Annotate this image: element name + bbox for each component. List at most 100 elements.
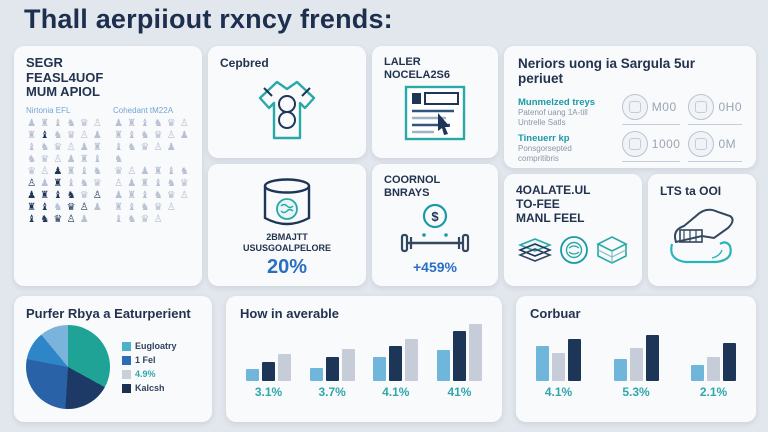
neriors-section-text: Untrelle Satls (518, 118, 566, 127)
toffee-title-line: 4OALATE.UL (516, 183, 591, 197)
card-toffee: 4OALATE.UL TO-FEE MANL FEEL (504, 174, 642, 286)
person-pictogram-icon: ♛ (79, 189, 89, 201)
bars (691, 323, 736, 381)
neriors-section-heading: Tineuerr kp (518, 133, 570, 144)
person-pictogram-icon: ♞ (166, 177, 176, 189)
pie-legend: Eugloatry 1 Fel 4.9% Kalcsh (122, 341, 177, 393)
person-pictogram-icon: ♟ (27, 189, 37, 201)
coornol-title-line: COORNOL (384, 174, 441, 186)
person-pictogram-icon: ♟ (179, 129, 189, 141)
bar-group: 4.1% (373, 323, 419, 399)
person-pictogram-icon: ♝ (92, 153, 102, 165)
neriors-stat: M00 (621, 94, 681, 125)
legend-swatch (122, 341, 131, 351)
coornol-value: +459% (413, 259, 457, 276)
bar-group: 3.1% (246, 323, 291, 399)
demographics-title-line: MUM APIOL (26, 84, 100, 100)
person-pictogram-icon: ♛ (179, 177, 189, 189)
cup-caption: 2BMAJTT USUSGOALPELORE (218, 232, 356, 255)
person-pictogram-icon: ♝ (166, 165, 176, 177)
person-pictogram-icon: ♝ (66, 177, 76, 189)
legend-item: Eugloatry (122, 341, 177, 351)
card-coornol: COORNOL BNRAYS $ +459% (372, 164, 498, 286)
bar (723, 343, 736, 381)
card-pie-chart: Purfer Rbya a Eaturperient Eugloatry 1 Fe… (14, 296, 212, 422)
legend-label: 1 Fel (135, 355, 156, 365)
bar-group: 2.1% (691, 323, 736, 399)
demographics-title-line: FEASL4UOF (26, 69, 104, 85)
person-pictogram-icon: ♝ (127, 201, 137, 213)
person-pictogram-icon: ♛ (53, 141, 63, 153)
bar-group-label: 4.1% (544, 385, 573, 399)
person-pictogram-icon (179, 214, 190, 225)
person-pictogram-icon: ♜ (40, 189, 50, 201)
laler-title-line: LALER (384, 56, 421, 68)
person-pictogram-icon: ♟ (79, 141, 89, 153)
bar-group: 41% (436, 323, 482, 399)
card-bar-chart-corbuar: Corbuar 4.1% 5.3% 2.1% (516, 296, 756, 422)
person-pictogram-icon: ♙ (153, 213, 163, 225)
person-pictogram-icon: ♛ (153, 201, 163, 213)
toffee-title-line: TO-FEE (516, 196, 560, 211)
person-pictogram-icon (179, 142, 190, 153)
cup-caption-line: USUSGOALPELORE (242, 243, 331, 254)
person-pictogram-icon: ♛ (166, 117, 176, 129)
person-pictogram-icon: ♞ (140, 201, 150, 213)
bar (452, 330, 466, 381)
person-pictogram-icon (126, 154, 137, 165)
person-pictogram-icon: ♛ (140, 141, 150, 153)
person-pictogram-icon: ♞ (153, 189, 163, 201)
person-pictogram-icon: ♜ (114, 201, 124, 213)
person-pictogram-icon: ♝ (114, 213, 124, 225)
person-pictogram-icon: ♙ (66, 141, 76, 153)
person-pictogram-icon: ♛ (66, 201, 76, 213)
bars (536, 323, 581, 381)
cup-value: 20% (266, 255, 308, 278)
money-barbell-icon: $ (384, 203, 486, 257)
person-pictogram-icon: ♜ (40, 117, 50, 129)
person-pictogram-icon: ♟ (79, 213, 89, 225)
person-pictogram-icon: ♙ (53, 153, 63, 165)
person-pictogram-icon: ♟ (27, 117, 37, 129)
pictogram-column-label: Cohedant tM22A (113, 105, 174, 115)
legend-item: Kalcsh (122, 383, 177, 393)
person-pictogram-icon: ♜ (79, 153, 89, 165)
bar (309, 367, 323, 381)
bar-group-label: 4.1% (382, 385, 410, 399)
person-pictogram-icon: ♞ (53, 201, 63, 213)
lts-title: LTS ta OOI (660, 184, 722, 198)
bars (373, 323, 419, 381)
bar-chart-2-title: Corbuar (530, 306, 581, 321)
person-pictogram-icon: ♙ (40, 165, 50, 177)
person-pictogram-icon: ♞ (114, 153, 124, 165)
person-pictogram-icon: ♜ (114, 129, 124, 141)
person-pictogram-icon: ♝ (79, 165, 89, 177)
cepbred-title: Cepbred (220, 56, 269, 70)
pictogram-column: Cohedant tM22A ♟ ♜ ♝ ♞ ♛ ♙ ♜ ♝ ♞ ♛ ♙ ♟ ♝ ♞ ♛ ♙ ♟ ♞ ♛ ♙ ♟ ♜ ♝ ♞… (113, 106, 190, 225)
person-pictogram-icon: ♞ (27, 153, 37, 165)
person-pictogram-icon (166, 214, 177, 225)
pictogram-grid: ♟ ♜ ♝ ♞ ♛ ♙ ♜ ♝ ♞ ♛ ♙ ♟ ♝ ♞ ♛ ♙ ♟ ♜ ♞ ♛ ♙ ♟ ♜ ♝ ♛ ♙ ♟ ♜ ♝ ♞ ♙ ♟ ♜ ♝ ♞ ♛ ♟ ♜ ♝ ♞… (26, 118, 103, 225)
person-pictogram-icon: ♝ (27, 213, 37, 225)
person-pictogram-icon: ♛ (27, 165, 37, 177)
person-pictogram-icon: ♝ (53, 117, 63, 129)
card-neriors: Neriors uong ia Sargula 5ur periuet Munm… (504, 46, 756, 168)
legend-label: 4.9% (135, 369, 156, 379)
legend-swatch (122, 355, 131, 365)
bar (436, 349, 450, 381)
bar (645, 334, 659, 381)
bar-group-label: 3.7% (318, 385, 346, 399)
person-pictogram-icon: ♛ (153, 129, 163, 141)
brain-circle-icon (559, 235, 589, 265)
person-pictogram-icon: ♜ (66, 165, 76, 177)
person-pictogram-icon: ♜ (140, 177, 150, 189)
stat-circle-icon (688, 131, 715, 157)
neriors-sections: Munmelzed treys Patenof uang 1A-till Untre… (518, 92, 614, 164)
toffee-title-line: MANL FEEL (516, 210, 585, 225)
neriors-section-text: compritibris (518, 154, 559, 163)
bar-group: 5.3% (613, 323, 659, 399)
stat-value: M00 (651, 100, 677, 114)
jersey-icon (220, 74, 354, 146)
card-cup: 2BMAJTT USUSGOALPELORE 20% (208, 164, 366, 286)
bar-group-label: 2.1% (699, 385, 728, 399)
